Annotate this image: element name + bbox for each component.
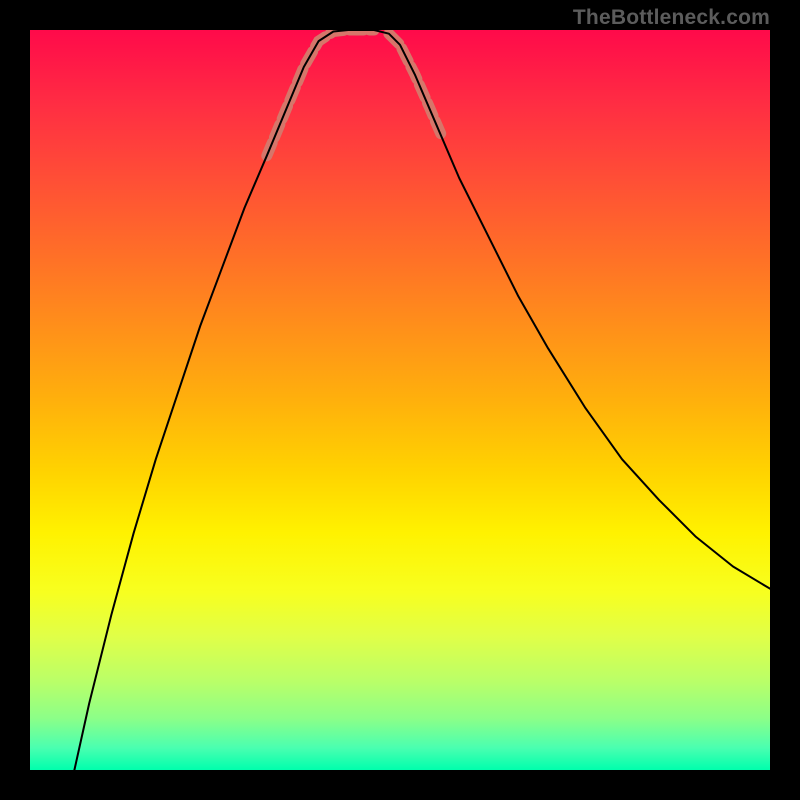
chart-background [30, 30, 770, 770]
bottleneck-curve-chart [30, 30, 770, 770]
chart-frame: TheBottleneck.com [0, 0, 800, 800]
watermark-text: TheBottleneck.com [573, 6, 770, 30]
plot-area [30, 30, 770, 770]
